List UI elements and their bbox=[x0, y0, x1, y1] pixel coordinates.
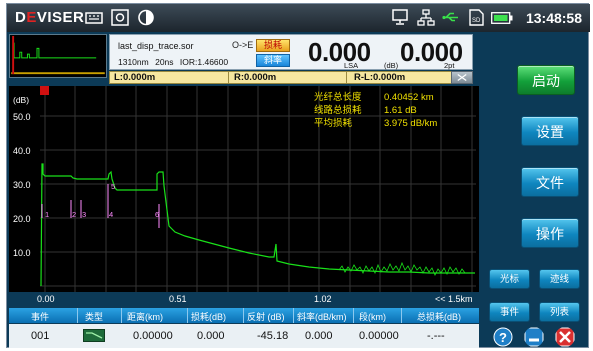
y-unit-label: (dB) bbox=[13, 95, 29, 105]
slope-button[interactable]: 斜率 bbox=[256, 54, 290, 67]
clock: 13:48:58 bbox=[525, 10, 582, 26]
contrast-icon[interactable] bbox=[137, 9, 155, 26]
event-label[interactable]: 3 bbox=[82, 210, 86, 219]
usb-icon bbox=[442, 12, 458, 22]
column-header[interactable]: 段(km) bbox=[359, 312, 386, 322]
trace-parameters: 1310nm 20ns IOR:1.46600 bbox=[118, 57, 228, 67]
trace-info-panel: last_disp_trace.sor 1310nm 20ns IOR:1.46… bbox=[109, 34, 473, 70]
lsa-label: LSA bbox=[344, 61, 359, 70]
summary-label: 线路总损耗 bbox=[314, 104, 362, 116]
y-tick: 40.0 bbox=[13, 146, 31, 156]
summary-value: 0.40452 km bbox=[384, 92, 434, 103]
event-label[interactable]: 5 bbox=[111, 182, 115, 191]
x-range-label[interactable]: << 1.5km bbox=[435, 294, 473, 304]
x-axis: 0.00 0.51 1.02 << 1.5km bbox=[9, 292, 479, 307]
fiber-summary: 光纤总长度 0.40452 km 线路总损耗 1.61 dB 平均损耗 3.97… bbox=[314, 91, 437, 129]
monitor-icon bbox=[392, 9, 408, 25]
settings-button[interactable]: 设置 bbox=[521, 116, 579, 146]
column-header[interactable]: 总损耗(dB) bbox=[417, 312, 462, 322]
sd-card-icon: SD bbox=[469, 9, 484, 26]
column-header[interactable]: 损耗(dB) bbox=[191, 312, 227, 322]
y-tick: 30.0 bbox=[13, 180, 31, 190]
graph-grid bbox=[40, 86, 476, 292]
event-label[interactable]: 1 bbox=[45, 210, 49, 219]
marker-direction: O->E bbox=[232, 40, 254, 50]
otdr-trace-line bbox=[40, 163, 475, 287]
trace-button[interactable]: 迹线 bbox=[539, 269, 580, 289]
event-markers bbox=[41, 184, 160, 228]
summary-label: 光纤总长度 bbox=[314, 91, 362, 103]
trace-noise bbox=[338, 261, 466, 276]
event-table-header: 事件 类型 距离(km) 损耗(dB) 反射 (dB) 斜率(dB/km) 段(… bbox=[9, 308, 479, 323]
list-button[interactable]: 列表 bbox=[539, 302, 580, 322]
battery-icon bbox=[491, 12, 513, 24]
summary-label: 平均损耗 bbox=[314, 117, 353, 129]
brand-logo: DEVISER bbox=[15, 9, 85, 26]
operation-button[interactable]: 操作 bbox=[521, 218, 579, 248]
event-label[interactable]: 4 bbox=[109, 210, 113, 219]
otdr-window: DEVISER SD 13:48:58 last_disp_trace.sor … bbox=[6, 3, 590, 348]
cursor-rl-value: R-L:0.000m bbox=[354, 72, 406, 83]
two-point-label: 2pt bbox=[444, 61, 455, 70]
event-label[interactable]: 2 bbox=[72, 210, 76, 219]
column-header[interactable]: 斜率(dB/km) bbox=[297, 312, 347, 322]
cursor-l-value: L:0.000m bbox=[114, 72, 156, 83]
network-icon bbox=[417, 9, 435, 26]
help-icon[interactable]: ? bbox=[493, 327, 513, 347]
zoom-fit-button[interactable] bbox=[451, 71, 473, 84]
column-header[interactable]: 距离(km) bbox=[127, 312, 163, 322]
summary-value: 1.61 dB bbox=[384, 105, 417, 116]
minimize-icon[interactable] bbox=[524, 327, 544, 347]
svg-text:?: ? bbox=[499, 330, 507, 345]
keyboard-icon[interactable] bbox=[85, 9, 103, 26]
start-button[interactable]: 启动 bbox=[517, 65, 575, 95]
file-button[interactable]: 文件 bbox=[521, 167, 579, 197]
reflectance-value: -45.18 bbox=[257, 330, 289, 342]
loss-value: 0.000 bbox=[197, 330, 225, 342]
cursor-button[interactable]: 光标 bbox=[489, 269, 530, 289]
column-header[interactable]: 类型 bbox=[85, 312, 104, 322]
close-icon[interactable] bbox=[555, 327, 575, 347]
table-row[interactable]: 001 0.00000 0.000 -45.18 0.000 0.00000 -… bbox=[9, 324, 479, 348]
event-number: 001 bbox=[31, 330, 50, 342]
event-label[interactable]: 6 bbox=[155, 210, 159, 219]
y-tick: 10.0 bbox=[13, 248, 31, 258]
trace-overview-thumbnail[interactable] bbox=[9, 34, 107, 78]
status-bar: DEVISER SD 13:48:58 bbox=[7, 4, 590, 32]
total-loss-value: -.--- bbox=[427, 330, 445, 342]
section-value: 0.00000 bbox=[359, 330, 399, 342]
cursor-readout-bar: L:0.000m R:0.000m R-L:0.000m bbox=[109, 71, 473, 84]
distance-value: 0.00000 bbox=[133, 330, 173, 342]
ior-value: IOR:1.46600 bbox=[179, 57, 229, 67]
x-tick: 1.02 bbox=[314, 294, 332, 304]
screenshot-icon[interactable] bbox=[111, 9, 129, 26]
x-tick: 0.51 bbox=[169, 294, 187, 304]
svg-text:SD: SD bbox=[472, 18, 481, 24]
two-point-readout: 0.000 bbox=[400, 37, 463, 67]
column-header[interactable]: 反射 (dB) bbox=[247, 312, 285, 322]
slope-value: 0.000 bbox=[305, 330, 333, 342]
db-unit-label: (dB) bbox=[384, 61, 399, 70]
otdr-trace-graph[interactable]: (dB) 50.0 40.0 30.0 20.0 10.0 1 2 3 4 5 … bbox=[9, 86, 479, 307]
pulse-width-value: 20ns bbox=[155, 57, 174, 67]
cursor-l-marker[interactable] bbox=[40, 86, 49, 95]
y-tick: 20.0 bbox=[13, 214, 31, 224]
y-tick: 50.0 bbox=[13, 112, 31, 122]
loss-button[interactable]: 损耗 bbox=[256, 39, 290, 52]
cursor-r-value: R:0.000m bbox=[234, 72, 277, 83]
wavelength-value: 1310nm bbox=[118, 57, 149, 67]
start-event-type-icon bbox=[83, 329, 105, 342]
column-header[interactable]: 事件 bbox=[31, 312, 50, 322]
summary-value: 3.975 dB/km bbox=[384, 118, 437, 129]
event-button[interactable]: 事件 bbox=[489, 302, 530, 322]
loss-readout: 0.000 bbox=[308, 37, 371, 67]
file-name: last_disp_trace.sor bbox=[118, 41, 194, 51]
x-tick: 0.00 bbox=[37, 294, 55, 304]
